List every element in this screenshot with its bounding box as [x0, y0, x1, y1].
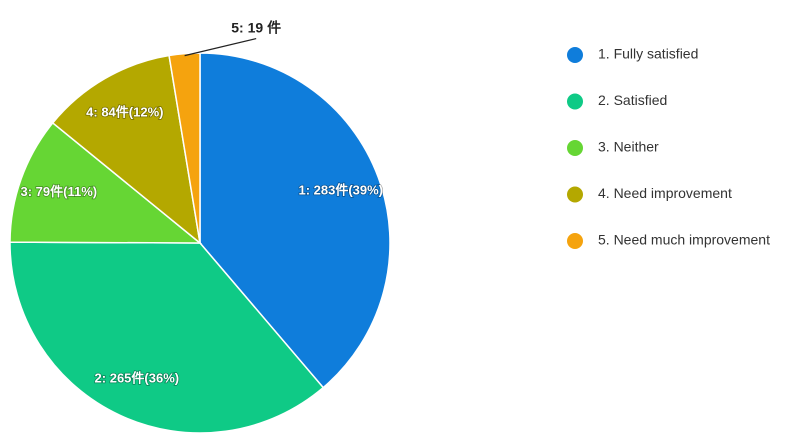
pie-slice: [51, 54, 202, 245]
pie-slice: [168, 52, 201, 244]
slice-label: 5: 19 件: [231, 19, 281, 35]
slice-label: 4: 84件(12%): [86, 105, 163, 120]
leader-line: [184, 37, 257, 57]
legend-label: 1. Fully satisfied: [598, 46, 698, 62]
legend-label: 3. Neither: [598, 139, 659, 155]
legend-marker: [567, 233, 583, 249]
slice-label: 2: 265件(36%): [95, 370, 180, 385]
legend-marker: [567, 186, 583, 203]
pie-slice: [9, 241, 325, 433]
pie-slice: [199, 52, 391, 389]
slice-label: 3: 79件(11%): [21, 184, 98, 199]
legend-marker: [567, 140, 583, 156]
legend-label: 2. Satisfied: [598, 92, 667, 108]
legend-label: 5. Need much improvement: [598, 232, 770, 248]
legend-label: 4. Need improvement: [598, 185, 732, 201]
legend-marker: [567, 47, 583, 63]
pie-slice: [9, 121, 203, 244]
legend-marker: [567, 93, 583, 110]
slice-label: 1: 283件(39%): [298, 183, 383, 198]
